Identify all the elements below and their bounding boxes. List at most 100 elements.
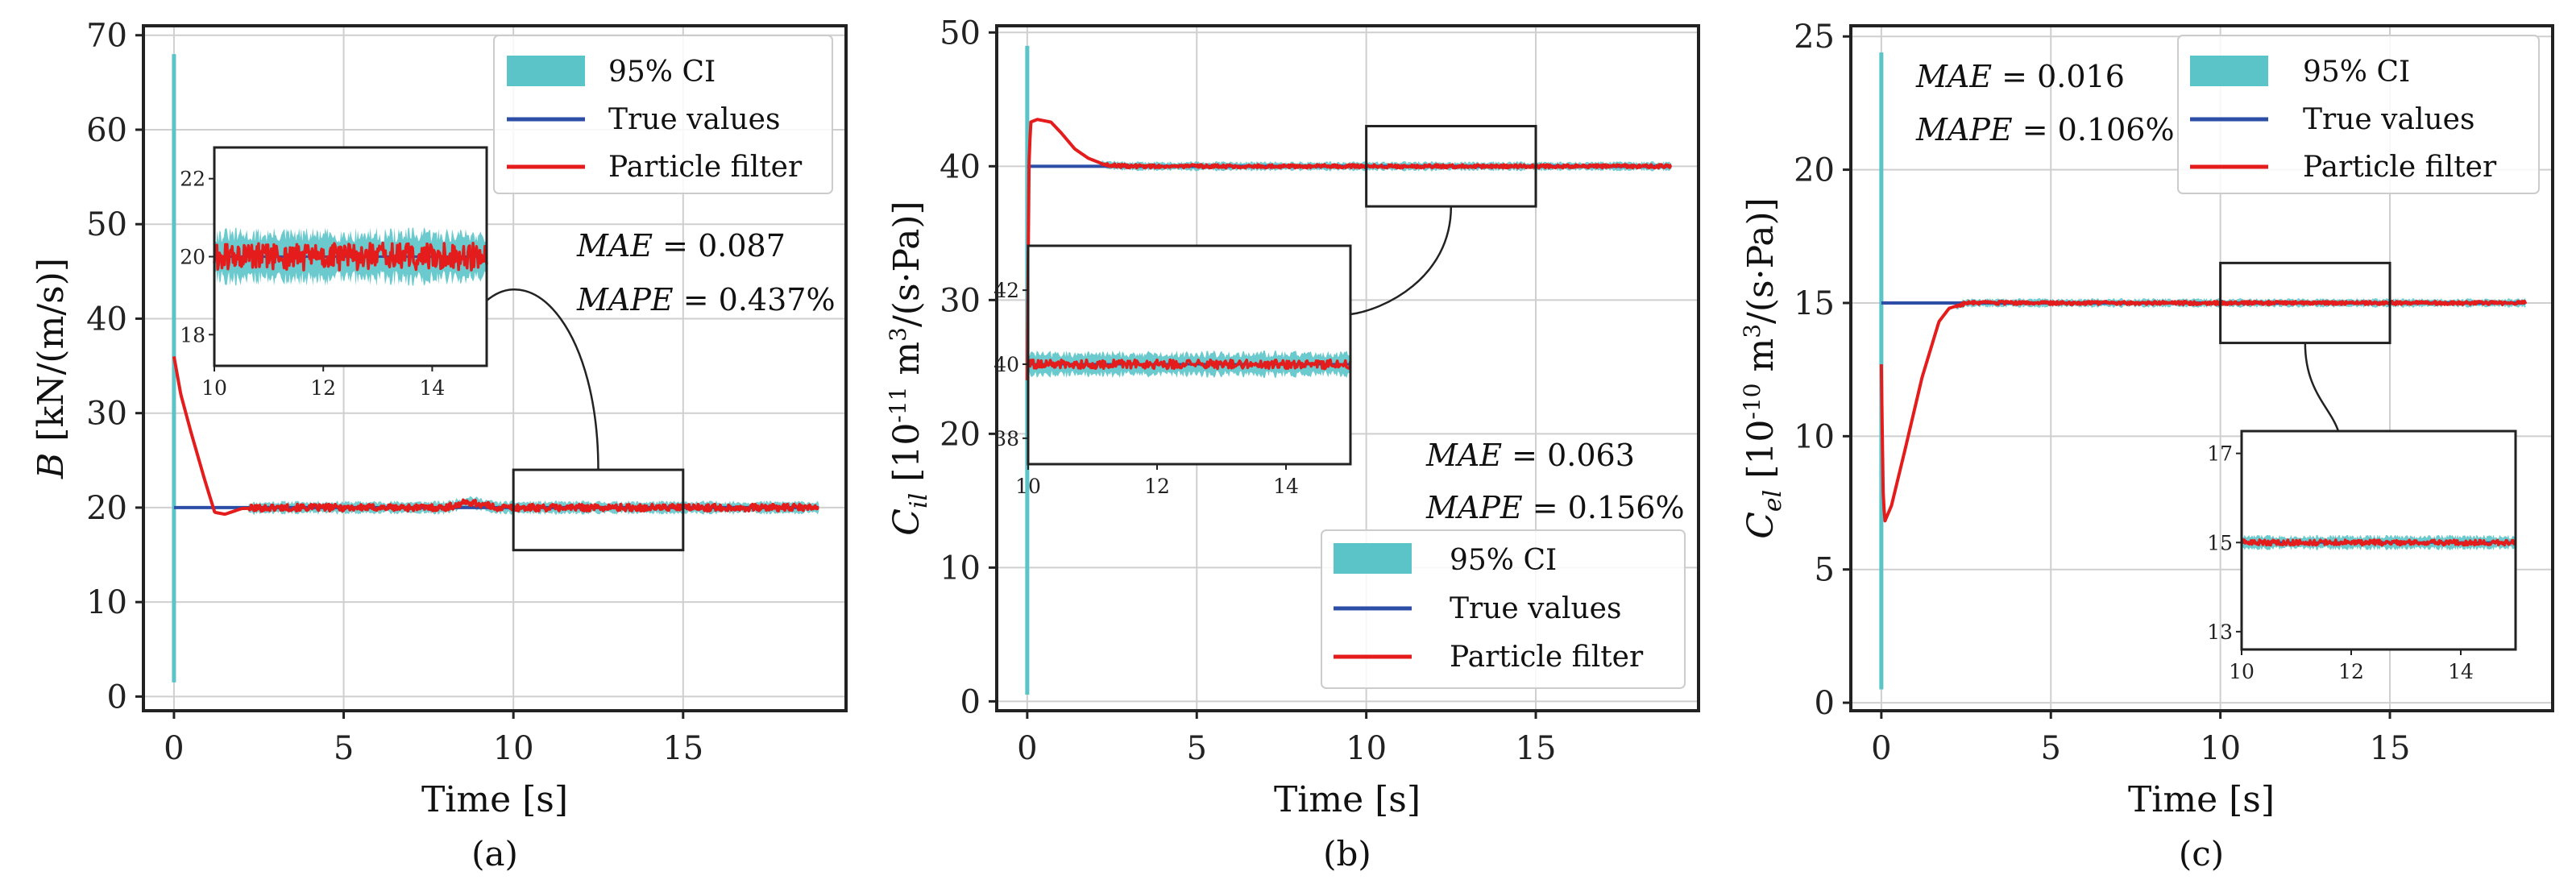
panel-c-legend-ci-swatch [2190, 56, 2268, 86]
panel-a-ytick-label-1: 10 [86, 584, 127, 621]
panel-b-legend-ci-label: 95% CI [1450, 544, 1557, 577]
panel-c-ytick-label-0: 0 [1815, 685, 1835, 722]
panel-c-mae-label: MAE [1915, 59, 1992, 94]
panel-b-series [1025, 45, 1673, 695]
panel-b-inset-ytick-label-2: 42 [993, 279, 1019, 302]
panel-b-ytick-label-5: 50 [940, 15, 981, 52]
panel-c-inset-ytick-label-1: 15 [2207, 531, 2233, 554]
panel-c-legend-pf-label: Particle filter [2303, 151, 2497, 184]
panel-c-caption: (c) [2179, 834, 2224, 873]
panel-b-xtick-label-1: 5 [1187, 730, 1207, 767]
panel-a-mape-label: MAPE [576, 282, 674, 317]
panel-c-y-ticks: 0 5 10 15 20 25 [1794, 19, 1851, 722]
panel-c-mae-eq: = [1992, 59, 2037, 94]
panel-b-inset-xtick-label-2: 14 [1273, 475, 1299, 498]
panel-c-inset-ytick-label-0: 13 [2207, 620, 2233, 644]
panel-b-mape: MAPE = 0.156% [1425, 490, 1685, 525]
panel-a-mae-eq: = [653, 228, 698, 263]
panel-a-caption: (a) [471, 834, 518, 873]
panel-a-ytick-label-4: 40 [86, 301, 127, 338]
panel-a-y-axis-label: B [kN/(m/s)] [31, 258, 72, 479]
panel-b-inset-frame [1027, 244, 1352, 466]
panel-a-legend-true-label: True values [608, 103, 780, 136]
panel-c-xtick-label-2: 10 [2200, 730, 2241, 767]
panel-a-xtick-label-2: 10 [493, 730, 534, 767]
panel-a: 0 10 20 30 40 50 60 70 0 5 10 15 18 20 22 10 12 14 95% … [31, 18, 848, 873]
panel-b-ytick-label-0: 0 [960, 683, 981, 720]
panel-c-legend-true-label: True values [2303, 103, 2474, 136]
panel-b-ytick-label-2: 20 [940, 416, 981, 453]
panel-b-mape-eq: = [1523, 490, 1568, 525]
panel-b-xtick-label-3: 15 [1516, 730, 1557, 767]
panel-c-ytick-label-3: 15 [1794, 285, 1835, 322]
panel-c-inset-frame [2240, 429, 2517, 651]
panel-b: 0 10 20 30 40 50 0 5 10 15 38 40 42 10 12 14 95% CI T… [885, 15, 1700, 873]
panel-c-inset-xtick-label-2: 14 [2448, 660, 2474, 683]
panel-a-ytick-label-6: 60 [86, 112, 127, 149]
panel-c-ylabel-subscript: el [1759, 490, 1787, 512]
panel-b-mae: MAE = 0.063 [1425, 438, 1635, 473]
panel-a-ytick-label-0: 0 [107, 678, 127, 716]
panel-a-ylabel-symbol: B [31, 453, 72, 479]
panel-c-ylabel-unit-mid: m [1740, 338, 1782, 384]
panel-b-inset-xtick-label-1: 12 [1144, 475, 1170, 498]
panel-a-frame [142, 24, 848, 712]
panel-c-ytick-label-4: 20 [1794, 152, 1835, 189]
panel-a-legend: 95% CI True values Particle filter [493, 35, 833, 194]
panel-c-inset-xtick-label-0: 10 [2229, 660, 2255, 683]
panel-b-ylabel-unit-pre: [10 [886, 423, 927, 493]
panel-c-ylabel-symbol: C [1740, 512, 1782, 539]
panel-c-mape: MAPE = 0.106% [1915, 112, 2175, 147]
panel-c-xtick-label-3: 15 [2370, 730, 2411, 767]
panel-a-inset-ytick-label-0: 18 [180, 323, 205, 346]
panel-a-mae-value: 0.087 [698, 228, 786, 263]
panel-c-zoom-connector [2304, 342, 2340, 432]
panel-a-x-ticks: 0 5 10 15 [164, 711, 703, 767]
panel-b-mae-value: 0.063 [1547, 438, 1635, 473]
panel-c-xtick-label-0: 0 [1871, 730, 1891, 767]
panel-c-mape-eq: = [2013, 112, 2058, 147]
panel-b-ytick-label-1: 10 [940, 550, 981, 587]
panel-a-y-ticks: 0 10 20 30 40 50 60 70 [86, 18, 143, 716]
panel-a-legend-pf-label: Particle filter [608, 151, 803, 184]
panel-c-inset-xtick-label-1: 12 [2338, 660, 2364, 683]
panel-a-x-axis-label: Time [s] [421, 779, 568, 820]
panel-b-mape-label: MAPE [1425, 490, 1523, 525]
panel-c-inset-particle-filter-line [2240, 538, 2517, 547]
panel-c-xtick-label-1: 5 [2041, 730, 2061, 767]
panel-c-mape-value: 0.106% [2058, 112, 2175, 147]
panel-b-mae-label: MAE [1425, 438, 1502, 473]
panel-a-inset-xtick-label-0: 10 [201, 376, 227, 400]
panel-c-ytick-label-5: 25 [1794, 19, 1835, 56]
panel-a-legend-ci-swatch [507, 56, 585, 86]
panel-b-ytick-label-4: 40 [940, 148, 981, 185]
panel-c: 0 5 10 15 20 25 0 5 10 15 13 15 17 10 12 14 95% CI Tr… [1739, 19, 2554, 873]
panel-c-ylabel-exponent-2: 3 [1739, 324, 1765, 338]
panel-b-zoom-connector [1350, 206, 1453, 316]
panel-c-zoom-layer: 13 15 17 10 12 14 [2207, 261, 2517, 683]
panel-b-xtick-label-0: 0 [1017, 730, 1037, 767]
panel-a-inset-ytick-label-2: 22 [180, 168, 205, 191]
panel-a-ytick-label-3: 30 [86, 396, 127, 433]
panel-a-xtick-label-3: 15 [662, 730, 703, 767]
panel-b-ytick-label-3: 30 [940, 282, 981, 319]
panel-a-inset-particle-filter-line [213, 241, 488, 272]
panel-b-caption: (b) [1323, 834, 1371, 873]
panel-a-mape-value: 0.437% [719, 282, 836, 317]
panel-b-mae-eq: = [1502, 438, 1547, 473]
panel-a-inset-xtick-label-2: 14 [419, 376, 445, 400]
panel-b-ylabel-exponent-2: 3 [885, 327, 911, 342]
panel-b-xtick-label-2: 10 [1346, 730, 1387, 767]
panel-b-inset-particle-filter-line [1027, 358, 1352, 371]
panel-c-legend: 95% CI True values Particle filter [2177, 35, 2540, 194]
panel-a-legend-ci-label: 95% CI [608, 56, 716, 89]
panel-b-inset-ytick-label-1: 40 [993, 353, 1019, 376]
panel-a-ytick-label-5: 50 [86, 206, 127, 243]
panel-a-xtick-label-0: 0 [164, 730, 184, 767]
panel-c-series [1879, 52, 2528, 690]
panel-c-y-axis-label: Cel [10-10 m3/(s·Pa)] [1739, 197, 1787, 539]
panel-a-zoom-connector [486, 288, 599, 471]
panel-c-ytick-label-2: 10 [1794, 418, 1835, 455]
panel-a-series [172, 54, 820, 683]
panel-c-ylabel-unit-post: /(s·Pa)] [1740, 197, 1782, 324]
